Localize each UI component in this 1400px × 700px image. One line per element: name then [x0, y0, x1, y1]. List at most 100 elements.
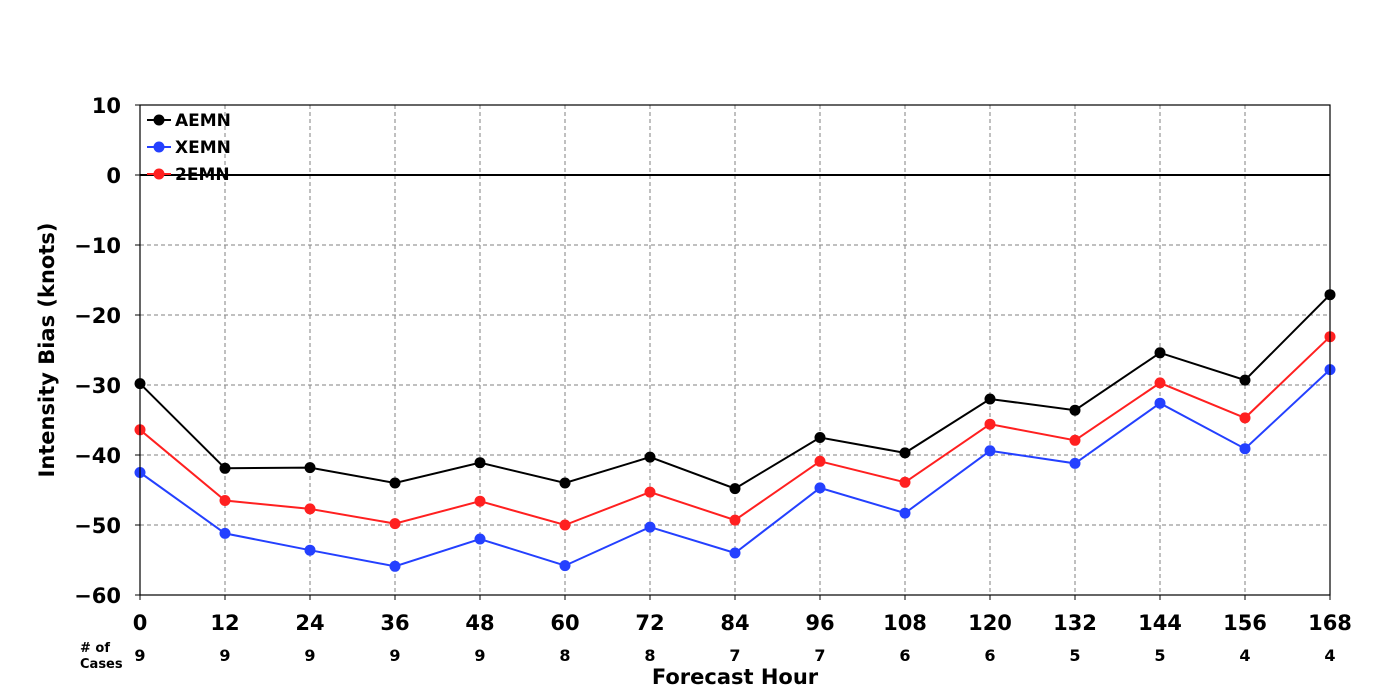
x-tick-label: 120: [968, 611, 1012, 635]
y-tick-label: −50: [74, 514, 121, 538]
data-point-aemn: [984, 393, 996, 405]
data-point-xemn: [814, 482, 826, 494]
x-tick-label: 144: [1138, 611, 1182, 635]
x-tick-label: 156: [1223, 611, 1267, 635]
series-xemn: [134, 364, 1336, 572]
case-count: 5: [1069, 646, 1080, 665]
data-point-xemn: [304, 544, 316, 556]
x-axis-ticks: 0 12 24 36 48 60 72 84 96 108 120 132 144 156 168: [133, 595, 1352, 635]
y-axis-ticks: 10 0 −10 −20 −30 −40 −50 −60: [74, 94, 140, 608]
x-tick-label: 48: [465, 611, 494, 635]
legend-swatch-marker: [153, 114, 165, 126]
data-point-2emn: [729, 514, 741, 526]
data-point-xemn: [559, 560, 571, 572]
data-point-aemn: [814, 432, 826, 443]
case-count: 4: [1239, 646, 1250, 665]
data-point-aemn: [389, 477, 401, 489]
case-count: 4: [1324, 646, 1335, 665]
case-count: 6: [984, 646, 995, 665]
data-point-2emn: [644, 486, 656, 498]
data-point-xemn: [474, 533, 486, 545]
y-tick-label: −20: [74, 304, 121, 328]
case-count: 5: [1154, 646, 1165, 665]
data-point-xemn: [1239, 443, 1251, 455]
data-point-xemn: [644, 521, 656, 533]
case-count: 9: [389, 646, 400, 665]
x-tick-label: 60: [550, 611, 579, 635]
y-tick-label: −60: [74, 584, 121, 608]
data-point-2emn: [474, 495, 486, 507]
data-point-2emn: [814, 455, 826, 467]
y-tick-label: −30: [74, 374, 121, 398]
data-point-2emn: [219, 495, 231, 506]
x-tick-label: 24: [295, 611, 324, 635]
data-point-aemn: [899, 447, 911, 459]
x-tick-label: 36: [380, 611, 409, 635]
x-axis-title: Forecast Hour: [652, 665, 819, 689]
data-point-xemn: [1069, 457, 1081, 469]
cases-row: # of Cases 9 9 9 9 9 8 8 7 7 6 6 5 5 4 4: [80, 641, 1336, 672]
data-point-2emn: [559, 519, 571, 531]
data-point-xemn: [984, 445, 996, 457]
data-point-2emn: [1239, 412, 1251, 424]
data-point-xemn: [899, 507, 911, 519]
data-point-aemn: [1069, 404, 1081, 416]
series-2emn: [134, 331, 1336, 531]
grid-lines: [140, 105, 1330, 595]
y-tick-label: −40: [74, 444, 121, 468]
y-axis-title: Intensity Bias (knots): [35, 223, 59, 478]
y-tick-label: −10: [74, 234, 121, 258]
case-count: 9: [304, 646, 315, 665]
y-tick-label: 0: [106, 164, 121, 188]
data-point-xemn: [729, 547, 741, 559]
data-point-2emn: [899, 476, 911, 488]
case-count: 9: [474, 646, 485, 665]
series-lines: [134, 289, 1336, 572]
data-point-aemn: [1239, 374, 1251, 386]
case-count: 8: [559, 646, 570, 665]
x-tick-label: 132: [1053, 611, 1097, 635]
legend-swatch-marker: [153, 168, 165, 180]
case-count: 8: [644, 646, 655, 665]
data-point-2emn: [389, 518, 401, 530]
data-point-aemn: [474, 457, 486, 469]
legend-entry-xemn: XEMN: [147, 138, 231, 158]
x-tick-label: 168: [1308, 611, 1352, 635]
legend-label: 2EMN: [175, 165, 230, 185]
legend-entry-2emn: 2EMN: [147, 165, 230, 185]
cases-row-label-line: # of: [80, 641, 110, 656]
case-count: 6: [899, 646, 910, 665]
data-point-aemn: [219, 462, 231, 474]
legend-label: XEMN: [175, 138, 231, 158]
data-point-2emn: [1154, 377, 1166, 389]
x-tick-label: 84: [720, 611, 749, 635]
x-tick-label: 108: [883, 611, 927, 635]
data-point-2emn: [1069, 434, 1081, 446]
data-point-xemn: [389, 560, 401, 572]
data-point-aemn: [304, 462, 316, 474]
case-count: 7: [729, 646, 740, 665]
case-count: 9: [134, 646, 145, 665]
x-tick-label: 72: [635, 611, 664, 635]
cases-row-label-line: Cases: [80, 657, 123, 672]
data-point-aemn: [1154, 347, 1166, 359]
case-count: 7: [814, 646, 825, 665]
data-point-aemn: [559, 477, 571, 489]
legend-swatch-marker: [153, 141, 165, 153]
legend-entry-aemn: AEMN: [147, 111, 231, 131]
data-point-xemn: [219, 527, 231, 539]
series-aemn: [134, 289, 1336, 495]
cases-row-label: # of Cases: [80, 641, 123, 672]
legend-label: AEMN: [175, 111, 231, 131]
data-point-2emn: [304, 503, 316, 515]
data-point-2emn: [984, 418, 996, 430]
x-tick-label: 12: [210, 611, 239, 635]
x-tick-label: 0: [133, 611, 148, 635]
data-point-xemn: [1154, 397, 1166, 409]
data-point-aemn: [644, 451, 656, 463]
case-count: 9: [219, 646, 230, 665]
data-point-aemn: [729, 483, 741, 495]
x-tick-label: 96: [805, 611, 834, 635]
y-tick-label: 10: [92, 94, 121, 118]
